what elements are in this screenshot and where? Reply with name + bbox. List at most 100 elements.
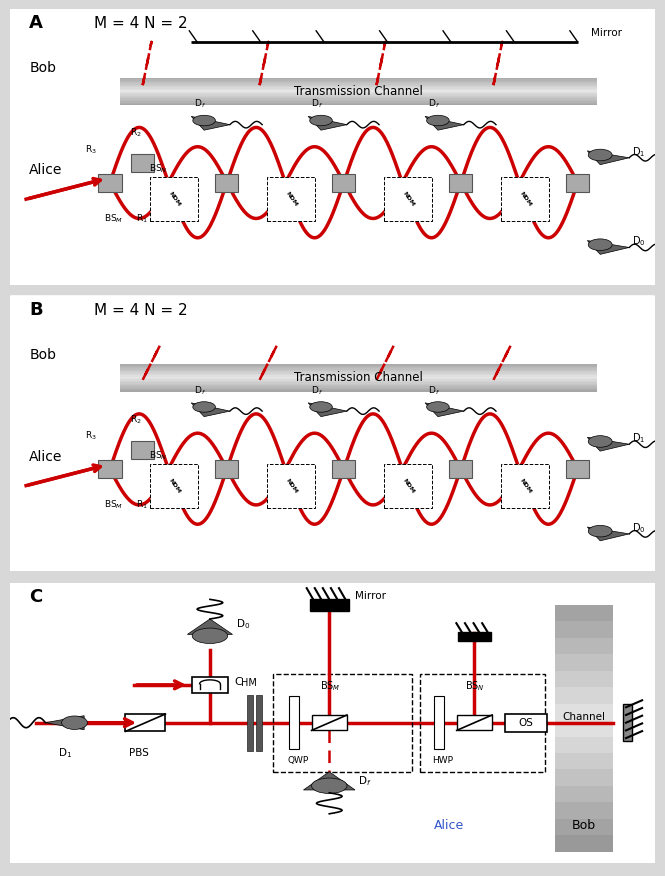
Bar (555, 671, 613, 687)
Bar (120, 382, 597, 384)
Text: NDM: NDM (284, 477, 298, 494)
Bar (120, 379, 597, 381)
Bar (555, 638, 613, 654)
Bar (566, 460, 589, 478)
Text: D$_f$: D$_f$ (194, 385, 207, 397)
Bar (215, 173, 239, 192)
FancyBboxPatch shape (384, 177, 432, 222)
Text: R$_3$: R$_3$ (84, 144, 96, 156)
Polygon shape (308, 117, 347, 131)
Bar (555, 819, 613, 835)
Polygon shape (45, 716, 84, 730)
Bar (120, 370, 597, 371)
Bar (126, 714, 166, 731)
Bar (555, 737, 613, 753)
Bar (131, 441, 154, 459)
Text: R$_1$: R$_1$ (136, 498, 148, 512)
Text: BS$_N$: BS$_N$ (465, 679, 485, 693)
Text: R$_3$: R$_3$ (84, 430, 96, 442)
Polygon shape (587, 527, 629, 540)
Text: BS$_N$: BS$_N$ (149, 449, 168, 462)
Ellipse shape (62, 716, 87, 730)
FancyBboxPatch shape (267, 463, 315, 508)
Text: Mirror: Mirror (591, 28, 622, 39)
Bar (120, 371, 597, 372)
Polygon shape (587, 241, 629, 254)
Bar (120, 93, 597, 95)
Text: D$_f$: D$_f$ (311, 98, 323, 110)
Text: Alice: Alice (29, 163, 63, 177)
Text: Alice: Alice (434, 819, 464, 832)
Text: NDM: NDM (518, 477, 532, 494)
Polygon shape (425, 403, 464, 417)
Bar (120, 377, 597, 378)
Ellipse shape (589, 149, 612, 161)
Ellipse shape (427, 116, 450, 126)
Text: Alice: Alice (29, 449, 63, 463)
Bar (434, 696, 444, 749)
Bar (120, 375, 597, 377)
Text: D$_0$: D$_0$ (632, 235, 646, 249)
FancyBboxPatch shape (501, 177, 549, 222)
Text: A: A (29, 14, 43, 32)
FancyBboxPatch shape (150, 463, 198, 508)
Bar (120, 102, 597, 104)
Text: Bob: Bob (29, 61, 57, 75)
Bar (120, 95, 597, 97)
Ellipse shape (310, 402, 332, 413)
Bar (120, 79, 597, 81)
Bar (555, 621, 613, 638)
Bar (192, 677, 227, 693)
Bar (555, 753, 613, 769)
Bar (310, 599, 348, 611)
FancyBboxPatch shape (384, 463, 432, 508)
Bar (555, 786, 613, 802)
FancyBboxPatch shape (0, 293, 664, 574)
Bar (120, 83, 597, 85)
Text: D$_f$: D$_f$ (428, 98, 440, 110)
Bar (120, 92, 597, 93)
Text: R$_2$: R$_2$ (130, 127, 142, 139)
Text: BS$_N$: BS$_N$ (149, 163, 168, 175)
Bar (120, 90, 597, 91)
Bar (120, 384, 597, 385)
Text: D$_0$: D$_0$ (632, 521, 646, 535)
Bar (120, 85, 597, 86)
Text: BS$_M$: BS$_M$ (104, 212, 123, 225)
Ellipse shape (427, 402, 450, 413)
Polygon shape (308, 403, 347, 417)
Bar (120, 378, 597, 379)
Bar (120, 81, 597, 83)
Text: Transmission Channel: Transmission Channel (294, 85, 423, 98)
Text: PBS: PBS (129, 748, 149, 759)
Polygon shape (303, 772, 355, 790)
Bar (458, 632, 491, 641)
Bar (332, 173, 355, 192)
Text: NDM: NDM (401, 191, 415, 208)
Bar (555, 802, 613, 819)
Polygon shape (192, 403, 230, 417)
Bar (311, 715, 347, 731)
Ellipse shape (192, 628, 227, 644)
Text: OS: OS (519, 717, 533, 728)
Text: C: C (234, 677, 242, 687)
Text: Bob: Bob (29, 348, 57, 362)
Text: BS$_M$: BS$_M$ (320, 679, 340, 693)
Polygon shape (587, 437, 629, 451)
Bar (449, 173, 472, 192)
Bar (120, 391, 597, 392)
Text: D$_f$: D$_f$ (311, 385, 323, 397)
Bar (215, 460, 239, 478)
Bar (98, 460, 122, 478)
Text: D$_1$: D$_1$ (632, 145, 646, 159)
Text: Channel: Channel (563, 712, 606, 722)
Bar (131, 154, 154, 173)
Text: M = 4 N = 2: M = 4 N = 2 (94, 302, 188, 317)
Bar (555, 835, 613, 851)
Text: QWP: QWP (287, 756, 309, 766)
Bar (555, 720, 613, 737)
Bar (98, 173, 122, 192)
FancyBboxPatch shape (150, 177, 198, 222)
Text: D$_f$: D$_f$ (358, 774, 372, 788)
Text: D$_1$: D$_1$ (632, 432, 646, 445)
